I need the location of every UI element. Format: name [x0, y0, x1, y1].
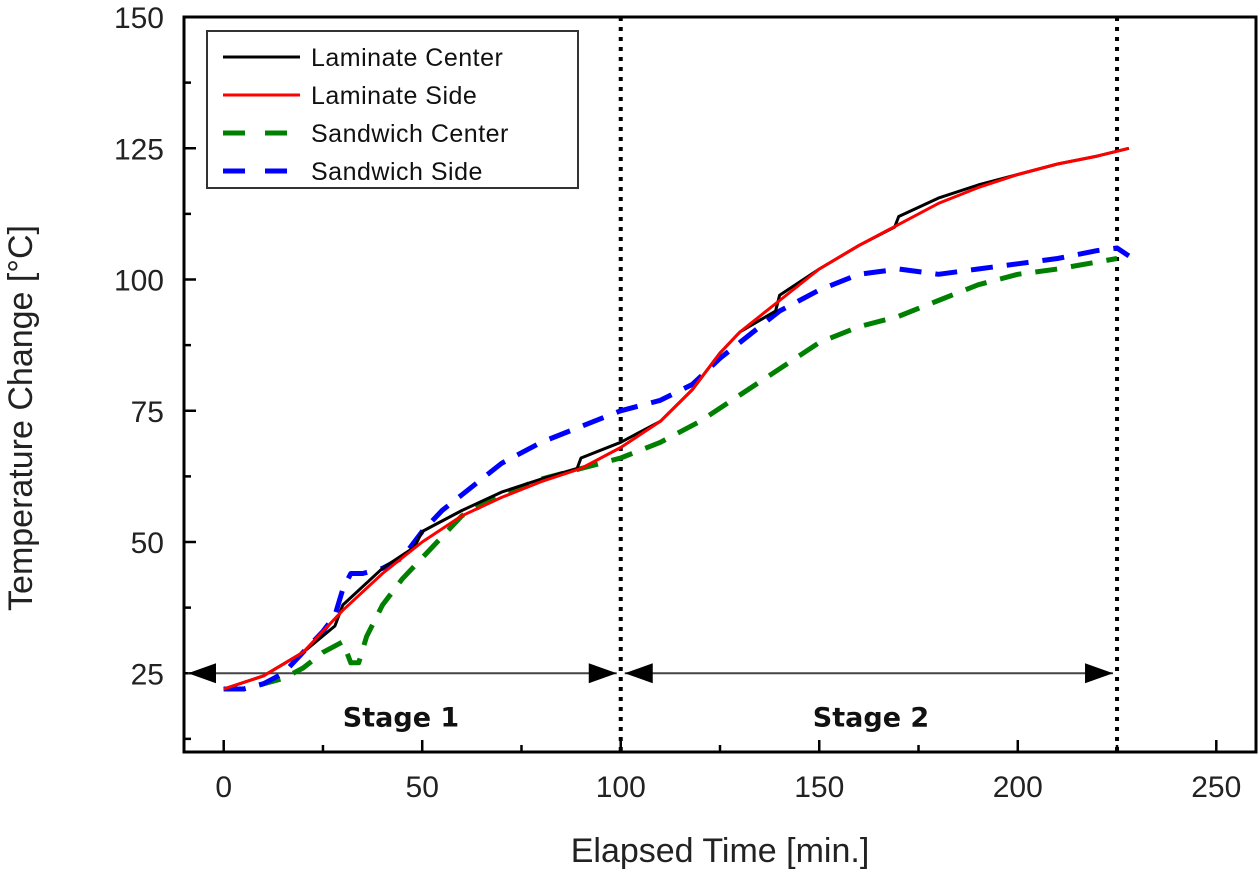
legend-label: Laminate Center: [311, 44, 503, 72]
arrow-head-left: [188, 663, 216, 684]
y-tick-label: 100: [114, 265, 164, 298]
legend: Laminate Center Laminate Side Sandwich Cen…: [206, 30, 579, 189]
x-tick-label: 100: [596, 771, 646, 804]
x-tick-label: 150: [794, 771, 844, 804]
y-tick-label: 50: [131, 527, 164, 560]
y-tick-label: 125: [114, 133, 164, 166]
legend-label: Laminate Side: [311, 82, 477, 110]
data-series: [223, 146, 1131, 692]
legend-label: Sandwich Side: [311, 158, 483, 186]
x-tick-label: 0: [215, 771, 232, 804]
x-tick-label: 200: [993, 771, 1043, 804]
y-tick-label: 25: [131, 658, 164, 691]
series-line-sandwich-center: [223, 256, 1118, 692]
x-tick-label: 250: [1191, 771, 1241, 804]
x-tick-label: 50: [406, 771, 439, 804]
axis-ticks: 0 50 100 150 200 250 25 50 75 100 125 150: [114, 2, 1241, 804]
arrow-head-left: [624, 663, 653, 684]
y-tick-label: 75: [131, 396, 164, 429]
stage-label: Stage 2: [813, 702, 929, 733]
series-line-laminate-center: [223, 146, 1130, 691]
legend-label: Sandwich Center: [311, 120, 509, 148]
stage-annotations: Stage 1 Stage 2: [188, 17, 1120, 752]
series-line-laminate-side: [223, 146, 1130, 691]
y-axis-title: Temperature Change [°C]: [2, 225, 40, 611]
arrow-head-right: [588, 663, 617, 684]
stage-label: Stage 1: [343, 702, 459, 733]
series-line-sandwich-side: [223, 245, 1131, 692]
arrow-head-right: [1085, 663, 1114, 684]
x-axis-title: Elapsed Time [min.]: [571, 832, 870, 870]
y-tick-label: 150: [114, 2, 164, 35]
